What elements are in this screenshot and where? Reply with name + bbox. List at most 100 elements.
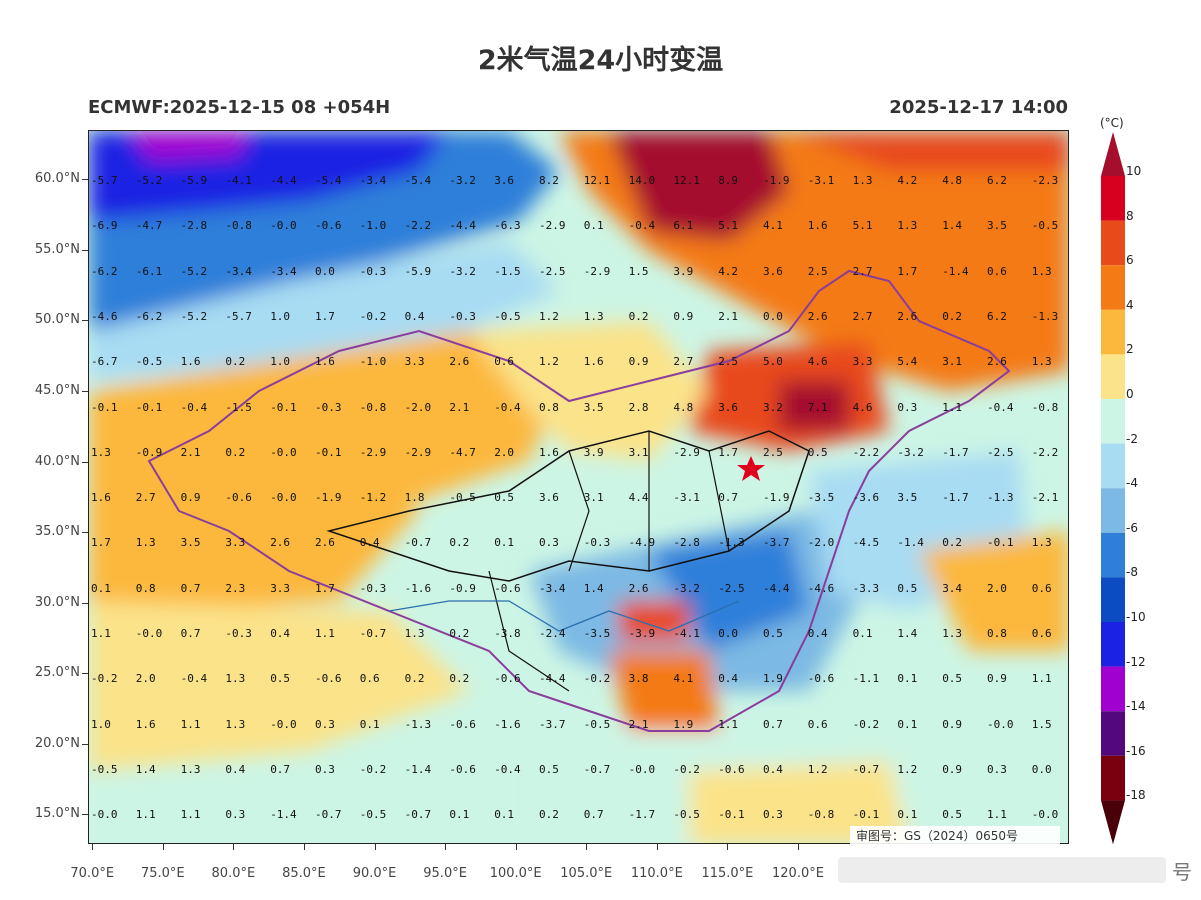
- model-run-label: ECMWF:2025-12-15 08 +054H: [88, 97, 391, 118]
- latitude-tick: [82, 391, 88, 393]
- grid-value: 2.0: [494, 445, 515, 459]
- grid-value: -0.4: [987, 400, 1014, 414]
- colorbar-segment: [1101, 666, 1125, 712]
- grid-value: -4.1: [673, 627, 700, 640]
- grid-value: -4.9: [628, 536, 656, 550]
- grid-value: 0.3: [225, 808, 246, 822]
- grid-value: -0.0: [91, 808, 118, 822]
- grid-value: -4.4: [449, 219, 476, 233]
- grid-value: -2.9: [539, 219, 566, 233]
- grid-value: -3.4: [225, 264, 252, 278]
- grid-value: -2.5: [539, 264, 566, 278]
- grid-value: 0.4: [225, 762, 246, 776]
- colorbar-label: -4: [1126, 476, 1138, 491]
- country-border-outline: [147, 269, 1011, 732]
- grid-value: 1.2: [539, 309, 559, 323]
- grid-value: 1.7: [91, 536, 111, 550]
- grid-value: 0.9: [628, 355, 649, 369]
- colorbar-segment: [1101, 622, 1125, 667]
- grid-value: 0.7: [583, 808, 604, 822]
- grid-value: 1.1: [91, 627, 111, 640]
- grid-value: 1.7: [315, 309, 335, 323]
- grid-value: 3.6: [494, 174, 515, 187]
- grid-value: 0.2: [942, 536, 963, 550]
- colorbar-label: -18: [1126, 788, 1146, 803]
- grid-value: 0.6: [494, 355, 515, 369]
- grid-value: 0.3: [539, 536, 559, 550]
- grid-value: -2.2: [404, 219, 432, 233]
- grid-value: -0.3: [583, 536, 611, 550]
- grid-value: 0.2: [225, 355, 246, 369]
- grid-value: 1.1: [315, 627, 335, 640]
- grid-value: 3.1: [942, 355, 963, 369]
- grid-value: 1.3: [180, 762, 201, 776]
- grid-value: 6.2: [987, 174, 1007, 187]
- grid-value: 0.2: [449, 672, 470, 686]
- grid-value: 1.7: [897, 264, 918, 278]
- grid-value: -0.5: [583, 717, 611, 731]
- grid-value: 3.9: [673, 264, 694, 278]
- grid-value: -4.1: [225, 174, 252, 187]
- grid-value: 1.4: [897, 627, 918, 640]
- grid-value: 12.1: [583, 174, 611, 187]
- grid-value: 14.0: [628, 174, 656, 187]
- latitude-label: 60.0°N: [34, 171, 80, 187]
- grid-value: 3.6: [763, 264, 783, 278]
- grid-value: 1.2: [807, 762, 828, 776]
- grid-value: 0.8: [987, 627, 1007, 640]
- grid-value: 0.9: [942, 762, 963, 776]
- latitude-tick: [82, 814, 88, 816]
- river-lines: [388, 600, 740, 632]
- grid-value: -3.1: [673, 491, 700, 505]
- colorbar-segment: [1101, 488, 1125, 533]
- grid-value: 0.2: [449, 627, 470, 640]
- grid-value: -0.6: [494, 672, 521, 686]
- grid-value: -1.7: [942, 491, 969, 505]
- cool-band-central-asia: [89, 241, 559, 381]
- grid-value: 1.1: [180, 808, 201, 822]
- grid-value: -2.1: [1031, 491, 1059, 505]
- colorbar-segment: [1101, 132, 1125, 176]
- latitude-label: 55.0°N: [34, 241, 80, 257]
- colorbar-segment: [1101, 176, 1125, 221]
- grid-value: -0.3: [359, 264, 387, 278]
- grid-value: 4.2: [718, 264, 739, 278]
- grid-value: -0.8: [1031, 400, 1059, 414]
- grid-value: -1.4: [942, 264, 969, 278]
- grid-value: 0.6: [807, 717, 828, 731]
- grid-value: -1.5: [225, 400, 252, 414]
- grid-value: 3.6: [718, 400, 739, 414]
- grid-value: 1.2: [539, 355, 559, 369]
- grid-value: 0.6: [1031, 581, 1052, 595]
- grid-value: -0.2: [583, 672, 611, 686]
- grid-value: -0.7: [359, 627, 387, 640]
- grid-value: 4.6: [807, 355, 828, 369]
- longitude-label: 85.0°E: [282, 866, 326, 881]
- grid-value: -1.6: [404, 581, 432, 595]
- latitude-tick: [82, 602, 88, 604]
- grid-value: -0.0: [270, 445, 297, 459]
- grid-value: 0.4: [404, 309, 425, 323]
- latitude-label: 45.0°N: [34, 383, 80, 399]
- grid-value: 0.5: [270, 672, 291, 686]
- grid-value: 0.7: [718, 491, 739, 505]
- grid-value: 2.6: [449, 355, 470, 369]
- temperature-change-map[interactable]: -5.7 -5.2 -5.9 -4.1 -4.4 -5.4 -3.4 -5.4 -3.2 3.6 8…: [88, 130, 1069, 844]
- mild-warm-central: [469, 321, 709, 461]
- grid-value: 1.3: [1031, 264, 1052, 278]
- grid-value: 2.7: [135, 491, 156, 505]
- colorbar-label: -2: [1126, 431, 1138, 446]
- grid-value: -2.8: [180, 219, 208, 233]
- longitude-tick: [515, 844, 517, 850]
- province-borders: [326, 430, 810, 582]
- grid-value: -0.1: [987, 536, 1014, 550]
- grid-value: -1.5: [494, 264, 521, 278]
- grid-value: -0.8: [225, 219, 252, 233]
- grid-value: -0.4: [180, 672, 208, 686]
- grid-value: 7.1: [807, 400, 828, 414]
- grid-value: -0.6: [225, 491, 252, 505]
- grid-value: -3.7: [539, 717, 566, 731]
- grid-value: -0.1: [852, 808, 880, 822]
- grid-value: 4.8: [673, 400, 694, 414]
- grid-value: -0.7: [404, 536, 432, 550]
